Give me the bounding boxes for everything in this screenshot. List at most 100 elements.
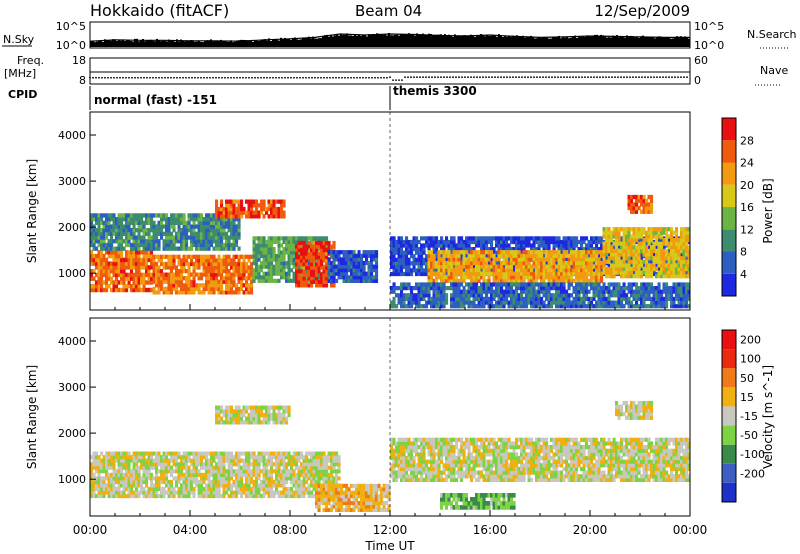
heatmap-cell [577,275,581,280]
heatmap-cell [352,260,356,266]
heatmap-cell [137,228,141,233]
heatmap-cell [220,228,224,233]
heatmap-cell [177,272,181,277]
freq-point [680,76,682,79]
heatmap-cell [495,304,499,309]
heatmap-cell [120,265,124,270]
nsky-bar [478,35,480,47]
heatmap-cell [497,236,501,241]
heatmap-cell [145,242,149,248]
heatmap-cell [320,248,324,253]
heatmap-cell [440,257,444,262]
heatmap-cell [165,272,169,277]
heatmap-cell [132,228,136,233]
nsky-bar [680,36,682,47]
heatmap-cell [545,250,549,255]
heatmap-cell [480,293,484,298]
heatmap-cell [172,213,176,218]
heatmap-cell [540,243,544,248]
freq-point [458,76,460,79]
freq-point [677,76,679,79]
nsky-bar [286,38,288,47]
heatmap-cell [310,258,314,263]
heatmap-cell [182,224,186,229]
heatmap-cell [270,214,274,219]
freq-point [101,76,103,79]
heatmap-cell [452,304,456,309]
heatmap-cell [587,239,591,245]
heatmap-cell [125,231,129,236]
heatmap-cell [622,274,626,279]
heatmap-cell [255,236,259,241]
nsky-bar [636,36,638,47]
heatmap-cell [250,279,254,284]
heatmap-cell [102,261,106,266]
heatmap-cell [117,250,121,255]
nsky-bar [402,34,404,47]
heatmap-cell [642,266,646,272]
heatmap-cell [310,272,314,277]
heatmap-cell [582,278,586,283]
heatmap-cell [145,217,149,222]
heatmap-cell [165,231,169,236]
heatmap-cell [445,286,449,291]
heatmap-cell [320,279,324,284]
heatmap-cell [147,276,151,281]
heatmap-cell [300,236,304,241]
heatmap-cell [230,258,234,263]
heatmap-cell [285,250,289,255]
freq-point [500,76,502,79]
heatmap-cell [195,231,199,236]
heatmap-cell [357,253,361,258]
freq-point [521,76,523,79]
heatmap-cell [560,275,564,280]
heatmap-cell [637,259,641,264]
heatmap-cell [270,203,274,208]
heatmap-cell [420,286,424,291]
freq-point [104,76,106,79]
heatmap-cell [210,254,214,259]
heatmap-cell [175,246,179,251]
heatmap-cell [505,236,509,241]
heatmap-cell [260,203,264,208]
heatmap-cell [220,242,224,248]
heatmap-cell [467,268,471,273]
heatmap-cell [587,268,591,273]
heatmap-cell [375,264,379,269]
heatmap-cell [475,253,479,258]
heatmap-cell [232,228,236,233]
heatmap-cell [477,296,481,301]
heatmap-cell [470,247,474,252]
heatmap-cell [477,268,481,273]
heatmap-cell [370,253,374,258]
heatmap-cell [310,251,314,256]
heatmap-cell [630,198,634,203]
heatmap-cell [545,253,549,258]
heatmap-cell [645,259,649,264]
freq-point [509,76,511,79]
heatmap-cell [137,284,141,289]
heatmap-cell [560,243,564,248]
heatmap-cell [272,239,276,244]
heatmap-cell [647,230,651,235]
heatmap-cell [437,289,441,294]
heatmap-cell [227,242,231,248]
heatmap-cell [110,287,114,293]
heatmap-cell [505,264,509,269]
heatmap-cell [682,245,686,250]
heatmap-cell [502,300,506,305]
heatmap-cell [427,296,431,301]
nsky-bar [244,40,246,47]
nsky-bar [372,34,374,47]
heatmap-cell [152,246,156,251]
heatmap-cell [552,243,556,248]
heatmap-cell [227,279,231,284]
heatmap-cell [297,250,301,255]
heatmap-cell [640,198,644,203]
heatmap-cell [342,260,346,266]
heatmap-cell [180,217,184,222]
heatmap-cell [595,268,599,273]
heatmap-cell [562,275,566,280]
heatmap-cell [642,198,646,203]
heatmap-cell [230,214,234,219]
